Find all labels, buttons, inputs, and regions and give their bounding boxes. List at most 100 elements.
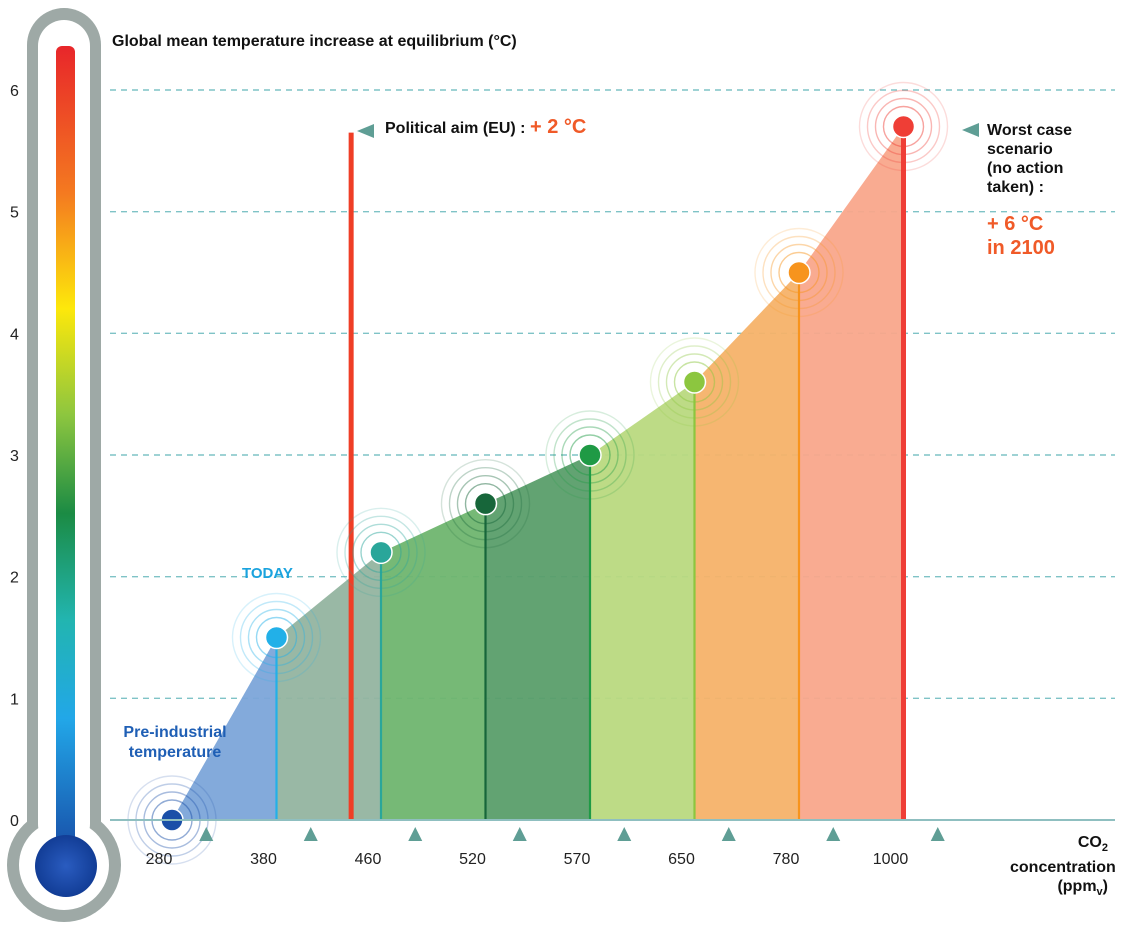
data-point [264, 625, 289, 650]
x-tick-label: 460 [355, 851, 382, 868]
point-halo-ring [360, 531, 402, 574]
point-halo-ring [239, 600, 314, 675]
area-band [485, 455, 590, 820]
worst-case-arrow-icon [962, 123, 979, 137]
point-halo-ring [657, 345, 732, 419]
point-halo-ring [561, 426, 619, 484]
point-halo-ring [352, 523, 410, 582]
x-axis-title-line-1: CO2 [1010, 833, 1108, 858]
x-axis-title-line-2: concentration [1010, 859, 1116, 877]
area-band [276, 552, 381, 820]
y-tick-label: 5 [10, 205, 19, 222]
area-band [799, 126, 904, 820]
point-halo-ring [231, 592, 322, 683]
political-aim-label: Political aim (EU) : [385, 120, 526, 137]
point-halo-ring [874, 97, 933, 156]
point-halo-ring [247, 608, 306, 667]
point-halo-ring [336, 507, 426, 598]
x-tick-label: 780 [773, 851, 800, 868]
point-halo-ring [762, 235, 836, 310]
today-label: TODAY [242, 565, 293, 582]
worst-case-line-1: Worst case [987, 122, 1073, 139]
point-halo-ring [255, 616, 298, 659]
worst-case-line-2: scenario [987, 141, 1053, 158]
chart-title: Global mean temperature increase at equi… [112, 33, 517, 50]
area-bands [172, 126, 904, 820]
x-tick-label: 1000 [873, 851, 909, 868]
x-axis-marker-icon [826, 827, 841, 841]
point-halo-ring [545, 410, 635, 500]
worst-case-value-line-1: + 6 °C [987, 213, 1044, 235]
area-band [694, 272, 799, 820]
data-point [578, 443, 602, 467]
x-axis-title: CO2 concentration (ppmv) [1010, 833, 1116, 902]
x-axis-marker-icon [408, 827, 423, 841]
x-axis [110, 819, 1115, 841]
pre-industrial-line-1: Pre-industrial [123, 724, 227, 741]
data-point [369, 540, 393, 565]
point-halo-ring [778, 251, 820, 294]
thermometer-icon [7, 8, 121, 922]
point-halo-ring [553, 418, 627, 492]
worst-case-value: + 6 °C in 2100 [987, 212, 1117, 260]
x-tick-label: 520 [459, 851, 486, 868]
x-axis-marker-icon [199, 827, 214, 841]
pre-industrial-line-2: temperature [128, 744, 222, 761]
x-axis-marker-icon [303, 827, 318, 841]
ppm-text: (ppm [1057, 878, 1097, 896]
x-axis-marker-icon [512, 827, 527, 841]
data-point [891, 114, 916, 139]
point-halo-ring [448, 466, 523, 541]
area-band [381, 503, 486, 820]
ppm-close: ) [1102, 878, 1108, 896]
pre-industrial-label: Pre-industrial temperature [105, 723, 245, 763]
political-aim-value: + 2 °C [530, 116, 587, 138]
point-halo-ring [866, 89, 941, 164]
worst-case-value-line-2: in 2100 [987, 237, 1055, 259]
worst-case-marker [962, 123, 979, 137]
point-halo-ring [858, 81, 949, 172]
x-axis-marker-icon [721, 827, 736, 841]
point-halo-ring [344, 515, 418, 590]
y-tick-label: 3 [10, 448, 19, 465]
point-stems [275, 126, 906, 820]
ppm-subscript: v [1096, 886, 1103, 899]
y-tick-label: 0 [10, 813, 19, 830]
co2-subscript: 2 [1101, 842, 1108, 855]
y-axis-tick-labels: 0 1 2 3 4 5 6 [10, 83, 19, 830]
co2-text: CO [1077, 834, 1102, 851]
x-axis-tick-labels: 280 380 460 520 570 650 780 1000 [146, 851, 909, 868]
x-axis-marker-icon [930, 827, 945, 841]
x-axis-marker-icon [617, 827, 632, 841]
x-tick-label: 380 [250, 851, 277, 868]
point-halo-ring [440, 458, 531, 549]
worst-case-line-4: taken) : [987, 179, 1044, 196]
y-tick-label: 4 [10, 326, 19, 343]
point-halo-ring [770, 243, 828, 302]
data-point [473, 491, 498, 516]
y-tick-label: 1 [10, 691, 19, 708]
point-halo-ring [673, 361, 716, 403]
point-halo-ring [882, 105, 925, 148]
y-tick-label: 2 [10, 570, 19, 587]
point-halo-ring [649, 337, 740, 427]
political-aim-marker [357, 124, 374, 138]
x-axis-title-line-3: (ppmv) [1010, 877, 1108, 902]
data-point [787, 260, 811, 285]
point-halo-ring [464, 482, 507, 525]
x-tick-label: 570 [564, 851, 591, 868]
political-aim-arrow-icon [357, 124, 374, 138]
point-halo-ring [456, 474, 515, 533]
point-halo-ring [665, 353, 724, 411]
data-point [682, 370, 707, 394]
area-band [172, 637, 277, 820]
point-halo-ring [569, 434, 611, 476]
worst-case-line-3: (no action [987, 160, 1064, 177]
y-tick-label: 6 [10, 83, 19, 100]
area-band [590, 382, 695, 820]
worst-case-label: Worst case scenario (no action taken) : [987, 121, 1117, 197]
x-tick-label: 280 [146, 851, 173, 868]
point-halo-ring [754, 227, 844, 318]
x-tick-label: 650 [668, 851, 695, 868]
